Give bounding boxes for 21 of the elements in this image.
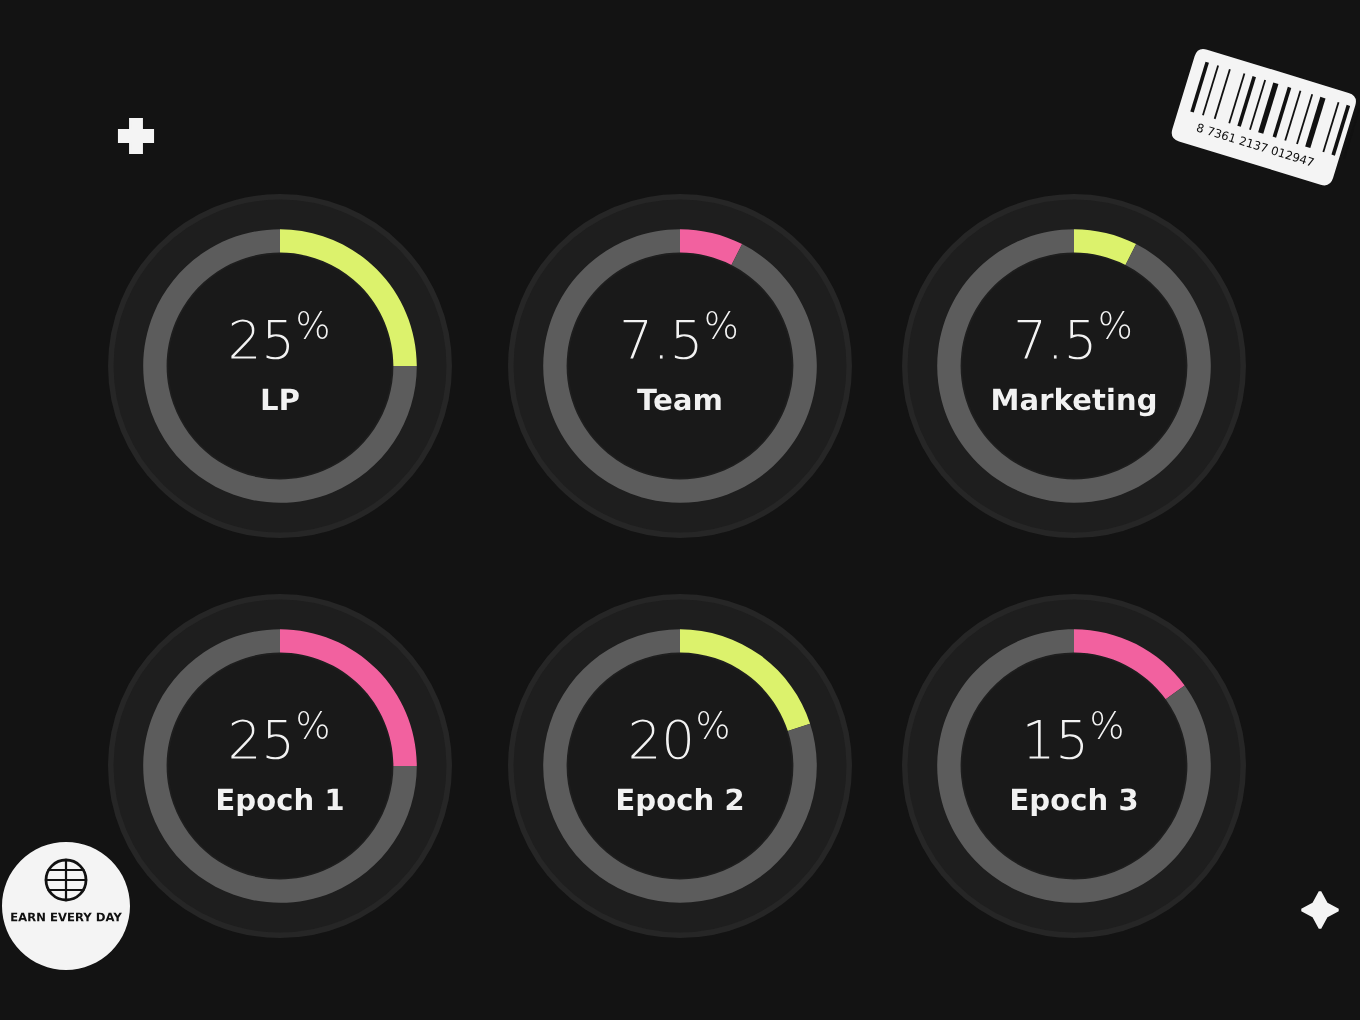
text: Team	[637, 388, 721, 411]
donut-slice	[543, 629, 817, 903]
text: LP	[262, 388, 299, 411]
data-label: 25$^{%}$	[231, 310, 328, 360]
donut-slice	[1074, 229, 1137, 265]
data-label: 7.5$^{%}$	[1017, 310, 1131, 360]
data-label: 7.5$^{%}$	[623, 310, 737, 360]
donut-slice	[143, 629, 417, 903]
text: Epoch 2	[618, 787, 743, 817]
text: Epoch 1	[218, 787, 343, 817]
text: Marketing	[993, 387, 1156, 417]
donut-slice	[1074, 629, 1185, 700]
donut-slice	[543, 229, 817, 503]
donut-slice	[937, 629, 1211, 903]
text: Epoch 3	[1012, 787, 1137, 817]
data-label: 25$^{%}$	[231, 710, 328, 760]
donut-slice	[937, 229, 1211, 503]
data-label: 15$^{%}$	[1027, 710, 1122, 760]
donut-slice	[680, 229, 743, 265]
donut-slice	[143, 229, 417, 503]
data-label: 20$^{%}$	[631, 710, 728, 760]
